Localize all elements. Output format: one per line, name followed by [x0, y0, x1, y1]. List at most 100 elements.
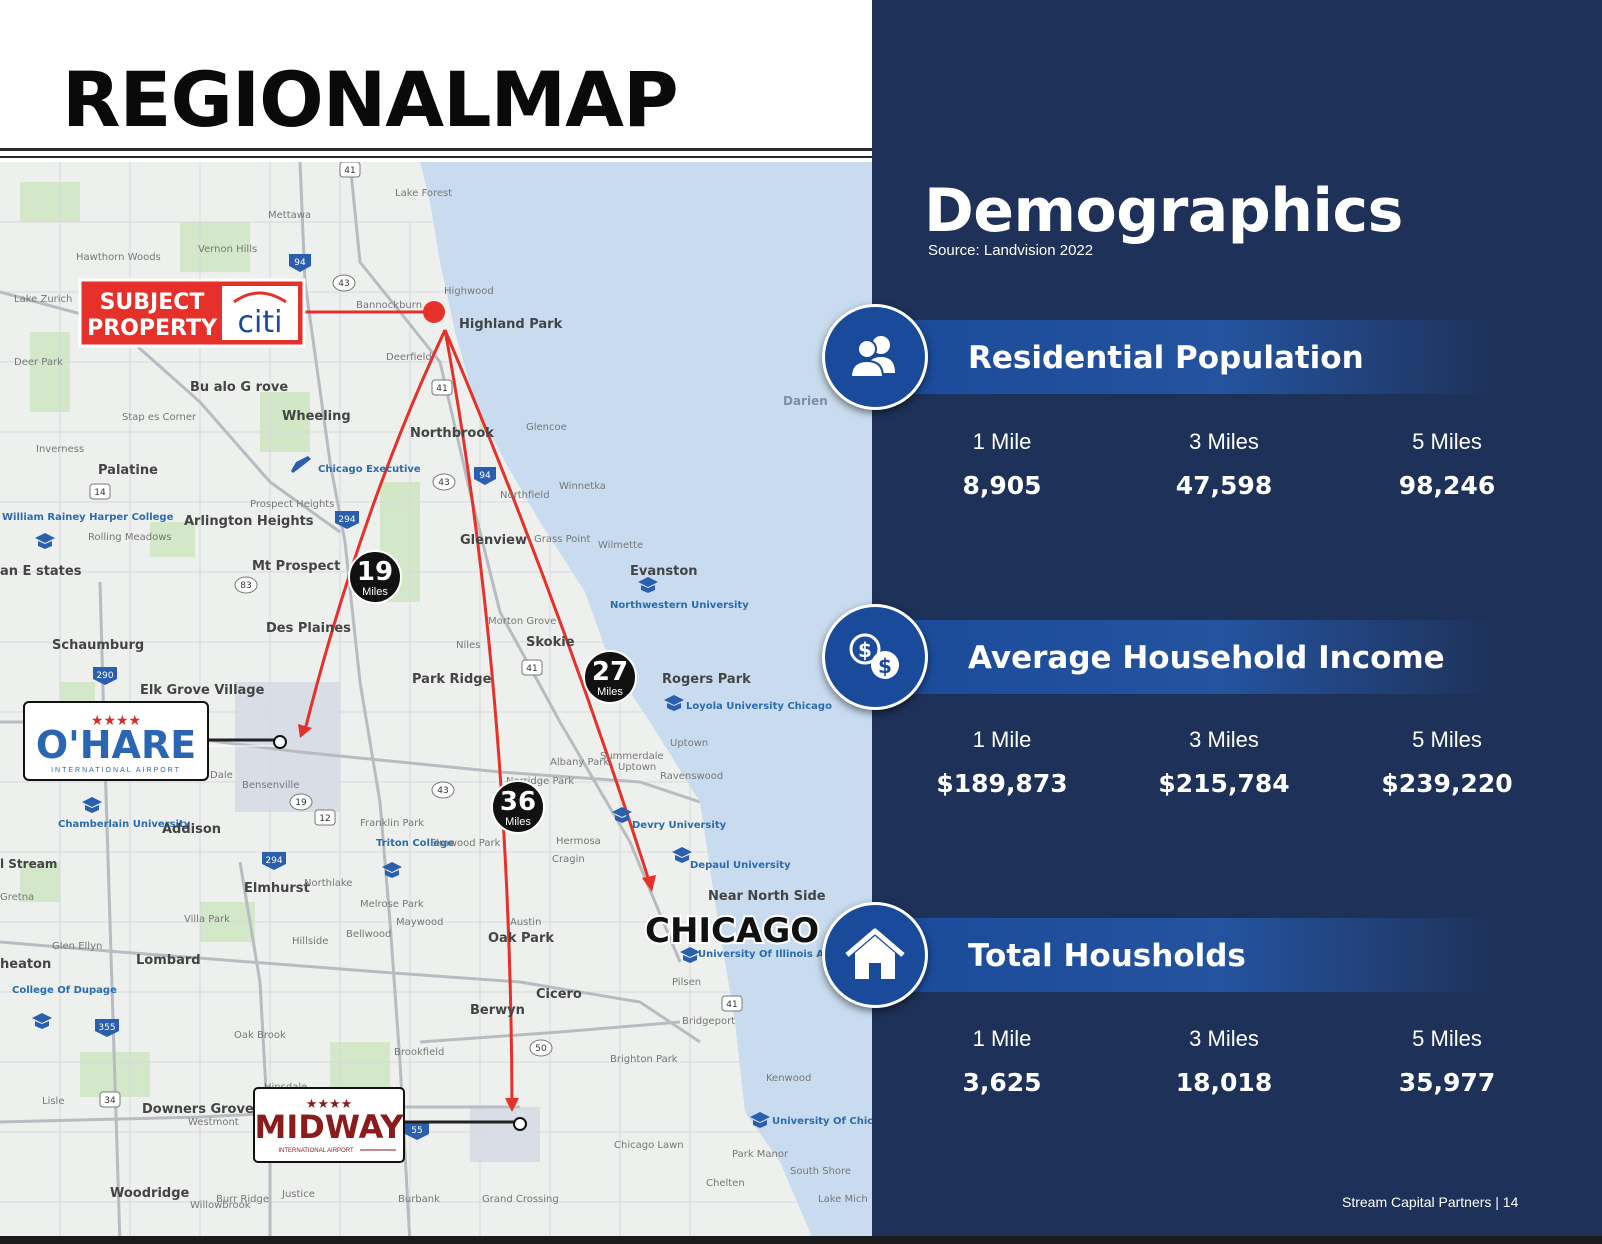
place-label: Maywood	[396, 917, 443, 928]
place-label: Bensenville	[242, 780, 299, 791]
svg-text:$: $	[858, 638, 872, 662]
svg-text:294: 294	[265, 856, 282, 866]
place-labels: Lake Forest Mettawa Vernon Hills Hawthor…	[0, 188, 872, 1211]
subject-property-callout[interactable]: SUBJECT PROPERTY citi	[78, 278, 306, 348]
place-label: Berwyn	[470, 1003, 525, 1018]
graduation-cap-icon	[680, 947, 700, 963]
svg-text:41: 41	[436, 384, 447, 394]
pop-5mile-value: 98,246	[1398, 471, 1496, 500]
subject-location-dot[interactable]	[423, 301, 445, 323]
svg-text:36: 36	[500, 787, 536, 817]
svg-text:34: 34	[104, 1096, 116, 1106]
svg-text:Miles: Miles	[362, 586, 388, 598]
subject-label-line2: PROPERTY	[87, 316, 218, 341]
midway-airfield	[470, 1107, 540, 1162]
bottom-bar	[0, 1236, 1602, 1244]
midway-sub: INTERNATIONAL AIRPORT	[278, 1148, 354, 1154]
svg-text:Miles: Miles	[597, 686, 623, 698]
route-arrowheads	[298, 724, 656, 1112]
regional-map-panel: REGIONALMAP	[0, 55, 872, 1244]
place-label: Des Plaines	[266, 621, 351, 636]
place-label: Mettawa	[268, 210, 311, 221]
place-label: Northlake	[304, 878, 352, 889]
svg-text:19: 19	[357, 557, 393, 587]
place-label: Highland Park	[459, 317, 563, 332]
households-3mile-label: 3 Miles	[1189, 1026, 1259, 1051]
place-label: Northwestern University	[610, 600, 749, 611]
ohare-sub: INTERNATIONAL AIRPORT	[51, 767, 181, 774]
place-label: Hermosa	[556, 836, 601, 847]
money-icon: $ $	[822, 604, 928, 710]
svg-text:94: 94	[479, 471, 491, 481]
svg-text:294: 294	[338, 515, 355, 525]
graduation-cap-icon	[750, 1112, 770, 1128]
place-label: Wheeling	[282, 409, 351, 424]
route-chicago	[443, 329, 652, 885]
place-label: Vernon Hills	[198, 244, 257, 255]
place-label: Palatine	[98, 463, 158, 478]
place-label: South Shore	[790, 1166, 851, 1177]
place-label: Rolling Meadows	[88, 532, 172, 543]
place-label: Bannockburn	[356, 300, 422, 311]
midway-callout[interactable]: ★★★★ MIDWAY INTERNATIONAL AIRPORT	[253, 1087, 527, 1163]
svg-text:19: 19	[295, 798, 307, 808]
place-label: Cicero	[536, 987, 582, 1002]
households-3mile-value: 18,018	[1175, 1068, 1273, 1097]
place-label: Northfield	[500, 490, 550, 501]
distance-badge-36: 36 Miles	[491, 780, 545, 834]
income-5mile-value: $239,220	[1381, 769, 1513, 798]
page-footer: Stream Capital Partners | 14	[1342, 1194, 1519, 1210]
place-label: Wilmette	[598, 540, 643, 551]
place-label: Bridgeport	[682, 1016, 735, 1027]
place-label: Uptown	[670, 738, 708, 749]
place-label: Willowbrook	[190, 1200, 251, 1211]
svg-text:14: 14	[94, 488, 106, 498]
income-5mile-label: 5 Miles	[1412, 727, 1482, 752]
place-label: Lake Mich	[818, 1194, 868, 1205]
lake-michigan	[420, 162, 872, 1244]
place-label: Gretna	[0, 892, 34, 903]
ohare-stars: ★★★★	[91, 712, 141, 728]
place-label: Elk Grove Village	[140, 683, 265, 698]
lake-label: Darien	[783, 394, 828, 408]
svg-text:43: 43	[438, 478, 449, 488]
household-income-band	[880, 620, 1502, 694]
svg-text:41: 41	[526, 664, 537, 674]
place-label: heaton	[0, 957, 51, 972]
place-label: Morton Grove	[488, 616, 556, 627]
households-5mile-value: 35,977	[1398, 1068, 1496, 1097]
route-ohare	[303, 329, 447, 731]
place-label: Pilsen	[672, 977, 701, 988]
place-label: Justice	[281, 1189, 315, 1200]
midway-stars: ★★★★	[306, 1096, 353, 1111]
total-households-label: Total Housholds	[968, 938, 1246, 974]
place-label: University Of Illinois At Chicago	[698, 949, 872, 960]
place-label: Deerfield	[386, 352, 432, 363]
pop-3mile-value: 47,598	[1175, 471, 1273, 500]
route-midway	[443, 329, 514, 1103]
place-label: Woodridge	[110, 1186, 190, 1201]
place-label: Ravenswood	[660, 771, 723, 782]
place-label: Deer Park	[14, 357, 63, 368]
place-label: Villa Park	[184, 914, 230, 925]
graduation-cap-icon	[382, 862, 402, 878]
place-label: Chicago Lawn	[614, 1140, 684, 1151]
place-label: Grand Crossing	[482, 1194, 559, 1205]
place-label: Cragin	[552, 854, 585, 865]
place-label: Oak Park	[488, 931, 554, 946]
ohare-callout[interactable]: ★★★★ O'HARE INTERNATIONAL AIRPORT	[23, 701, 287, 781]
regional-map[interactable]: Darien 41 94 43 41 43 94	[0, 162, 872, 1244]
place-label: Near North Side	[708, 889, 826, 904]
place-label: Arlington Heights	[184, 514, 314, 529]
citi-arc-icon	[233, 291, 287, 304]
page-title: REGIONALMAP	[62, 55, 679, 144]
place-label: Lake Zurich	[14, 294, 72, 305]
place-label: Park Manor	[732, 1149, 789, 1160]
place-label: Lisle	[42, 1096, 65, 1107]
svg-text:43: 43	[338, 279, 349, 289]
place-label: Prospect Heights	[250, 499, 334, 510]
place-label: Chicago Executive	[318, 464, 421, 475]
graduation-cap-icon	[32, 1013, 52, 1029]
ohare-name: O'HARE	[36, 723, 196, 767]
place-label: Bellwood	[346, 929, 391, 940]
